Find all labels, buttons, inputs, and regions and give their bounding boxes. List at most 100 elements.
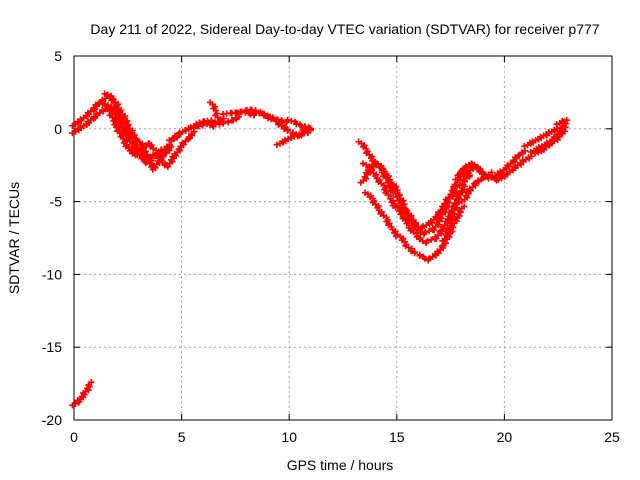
- data-point: [267, 113, 274, 121]
- data-point: [426, 255, 433, 262]
- data-point: [563, 116, 571, 124]
- data-point: [471, 180, 478, 187]
- data-point: [272, 118, 280, 125]
- data-point: [69, 122, 76, 129]
- data-point: [187, 124, 194, 131]
- data-point: [232, 114, 239, 122]
- series-track-h: [355, 138, 506, 232]
- data-point: [77, 116, 84, 123]
- data-point: [273, 141, 281, 148]
- data-point: [257, 109, 264, 117]
- data-point: [395, 197, 402, 205]
- data-point: [478, 170, 486, 177]
- x-tick-label: 5: [178, 429, 186, 445]
- data-point: [496, 168, 504, 175]
- data-point: [474, 177, 482, 184]
- y-tick-label: -5: [50, 194, 63, 210]
- data-point: [275, 121, 282, 128]
- data-point: [166, 142, 174, 149]
- data-point: [422, 228, 429, 236]
- data-point: [290, 132, 298, 139]
- data-point: [295, 131, 303, 138]
- data-point: [281, 136, 289, 144]
- series-track-j: [361, 175, 487, 264]
- series-track-l: [439, 172, 474, 244]
- data-point: [525, 154, 532, 161]
- data-point: [176, 129, 183, 136]
- data-point: [191, 128, 198, 135]
- data-point: [521, 142, 528, 150]
- series-track-m: [488, 117, 568, 180]
- data-point: [162, 149, 169, 157]
- chart-title: Day 211 of 2022, Sidereal Day-to-day VTE…: [90, 21, 599, 37]
- series-track-f: [206, 99, 314, 140]
- data-point: [88, 378, 95, 386]
- data-point: [181, 127, 189, 134]
- data-point: [287, 134, 294, 141]
- series-track-g: [273, 127, 314, 148]
- data-points: [69, 90, 571, 409]
- data-point: [77, 123, 84, 131]
- data-point: [460, 203, 468, 210]
- plot-frame: [73, 55, 613, 421]
- data-point: [416, 252, 423, 259]
- data-point: [139, 143, 147, 151]
- data-point: [470, 162, 477, 170]
- data-point: [407, 247, 415, 255]
- data-point: [120, 128, 127, 135]
- data-point: [548, 138, 555, 146]
- x-tick-label: 10: [281, 429, 297, 445]
- y-tick-label: -20: [42, 412, 62, 428]
- y-axis-label: SDTVAR / TECUs: [6, 182, 22, 294]
- data-point: [414, 226, 421, 234]
- grid: [74, 56, 612, 420]
- data-point: [307, 127, 314, 134]
- data-point: [196, 119, 203, 126]
- data-point: [518, 149, 526, 156]
- data-point: [203, 120, 211, 127]
- axis-ticks: 0 5 10 15 20 25 -20 -15 -10 -5 0 5: [42, 48, 620, 445]
- data-point: [284, 127, 291, 134]
- data-point: [234, 109, 242, 116]
- data-point: [405, 244, 412, 251]
- x-axis-label: GPS time / hours: [287, 457, 394, 473]
- data-point: [424, 237, 431, 244]
- data-point: [460, 181, 467, 188]
- series-track-k: [357, 159, 495, 238]
- x-tick-label: 0: [70, 429, 78, 445]
- data-point: [511, 163, 518, 170]
- y-tick-label: -10: [42, 266, 62, 282]
- data-point: [188, 130, 195, 138]
- data-point: [539, 145, 547, 152]
- data-point: [238, 108, 246, 115]
- data-point: [219, 119, 227, 126]
- data-point: [436, 228, 444, 235]
- data-point: [527, 148, 534, 156]
- x-tick-label: 15: [389, 429, 405, 445]
- data-point: [503, 169, 510, 177]
- data-point: [252, 107, 259, 115]
- data-point: [428, 236, 435, 243]
- data-point: [288, 117, 295, 125]
- data-point: [462, 163, 469, 170]
- data-point: [553, 121, 560, 128]
- data-point: [224, 118, 232, 125]
- data-point: [284, 116, 291, 124]
- data-point: [495, 176, 502, 183]
- y-tick-label: 5: [54, 48, 62, 64]
- data-point: [550, 126, 558, 133]
- data-point: [531, 150, 539, 157]
- data-point: [99, 106, 106, 114]
- y-tick-label: 0: [54, 121, 62, 137]
- data-point: [359, 160, 367, 167]
- data-point: [537, 133, 544, 141]
- data-point: [69, 129, 76, 137]
- data-point: [131, 150, 139, 157]
- data-point: [216, 121, 223, 128]
- series-track-o: [531, 116, 571, 157]
- data-point: [456, 177, 464, 184]
- data-point: [466, 172, 474, 179]
- x-tick-label: 20: [497, 429, 513, 445]
